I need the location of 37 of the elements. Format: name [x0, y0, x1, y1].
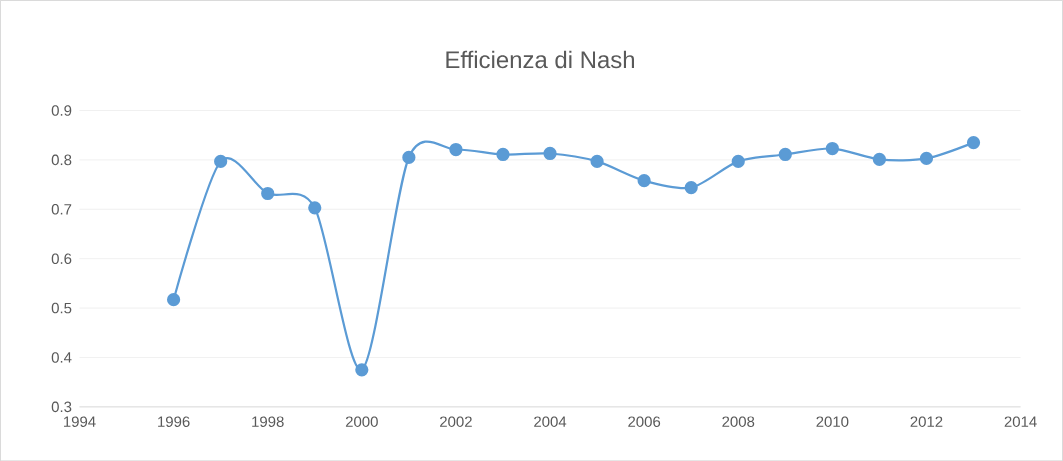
point [684, 180, 698, 195]
y-tick-label: 0.6 [51, 253, 72, 264]
point [778, 147, 792, 161]
point [825, 141, 839, 155]
point [496, 147, 510, 161]
y-tick-label: 0.4 [51, 352, 72, 363]
y-tick-label: 0.5 [51, 302, 72, 314]
x-tick-label: 2006 [628, 416, 661, 427]
point [590, 154, 604, 168]
point [919, 151, 934, 165]
point [261, 186, 275, 200]
y-tick-label: 0.3 [51, 401, 72, 412]
y-tick-label: 0.7 [51, 203, 72, 215]
point [449, 142, 463, 156]
x-tick-label: 1998 [252, 416, 284, 427]
point [355, 363, 369, 377]
x-tick-label: 2012 [910, 416, 943, 427]
x-tick-label: 2010 [816, 416, 849, 427]
x-tick-label: 1996 [158, 416, 190, 427]
y-tick-label: 0.8 [51, 154, 72, 166]
chart-title: Efficienza di Nash [446, 50, 634, 69]
point [872, 152, 887, 166]
x-tick-label: 2000 [345, 416, 378, 427]
point [214, 154, 228, 168]
point [731, 154, 745, 168]
y-tick-label: 0.9 [51, 105, 72, 116]
x-tick-label: 2004 [534, 416, 567, 427]
x-tick-label: 1994 [63, 416, 96, 427]
point [637, 173, 651, 188]
x-tick-label: 2008 [722, 416, 755, 427]
point [402, 150, 416, 164]
x-tick-label: 2002 [440, 416, 472, 427]
point [308, 201, 322, 215]
point [543, 146, 557, 160]
point [167, 292, 181, 307]
point [966, 135, 981, 150]
x-tick-label: 2014 [1004, 416, 1037, 427]
